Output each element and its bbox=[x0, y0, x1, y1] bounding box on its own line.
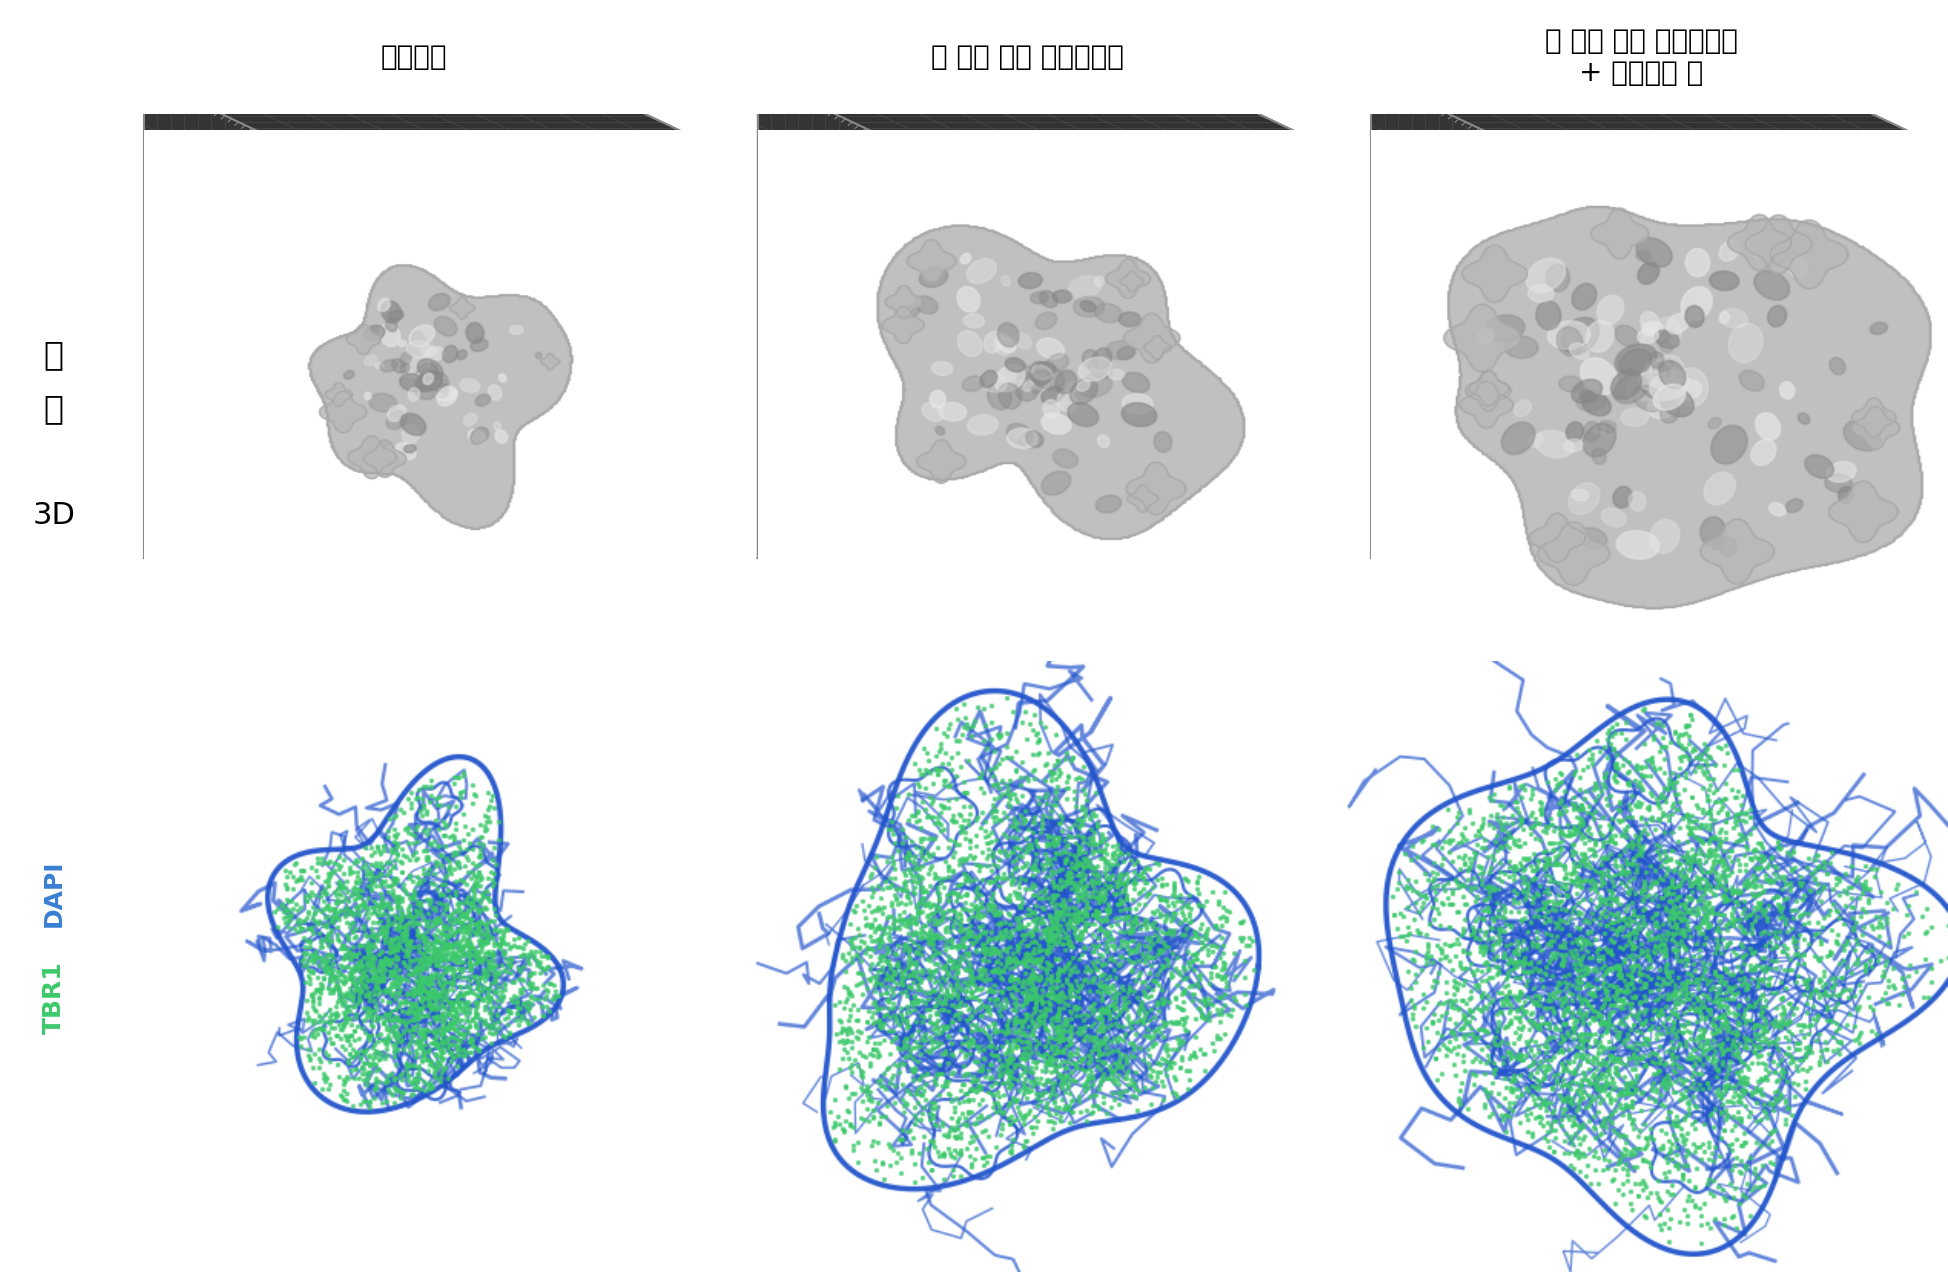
Polygon shape bbox=[892, 141, 1317, 622]
Polygon shape bbox=[144, 78, 279, 622]
Polygon shape bbox=[144, 78, 703, 141]
Polygon shape bbox=[1371, 78, 1930, 141]
Text: 서: 서 bbox=[43, 338, 64, 371]
Text: DAPI: DAPI bbox=[41, 860, 66, 927]
Text: 3D: 3D bbox=[31, 501, 76, 529]
Polygon shape bbox=[1371, 78, 1506, 622]
Polygon shape bbox=[1506, 141, 1930, 622]
Text: 뇌 조직 모사 하이드로젤: 뇌 조직 모사 하이드로젤 bbox=[931, 43, 1124, 71]
Polygon shape bbox=[279, 141, 703, 622]
Text: 매트리젤: 매트리젤 bbox=[380, 43, 448, 71]
Text: 뇌 조직 모사 하이드로젤
+ 미세유체 칩: 뇌 조직 모사 하이드로젤 + 미세유체 칩 bbox=[1545, 27, 1738, 88]
Polygon shape bbox=[758, 78, 892, 622]
Polygon shape bbox=[758, 78, 1317, 141]
Text: TBR1: TBR1 bbox=[41, 960, 66, 1034]
Text: 구: 구 bbox=[43, 392, 64, 425]
